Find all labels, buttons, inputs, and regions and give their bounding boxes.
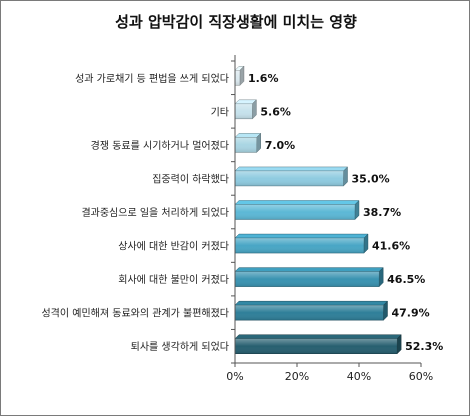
bar-group: 47.9% 성격이 예민해져 동료와의 관계가 불편해졌다 xyxy=(41,300,430,321)
bar-group: 7.0% 경쟁 동료를 시기하거나 멀어졌다 xyxy=(91,132,296,153)
bar-group: 52.3% 퇴사를 생각하게 되었다 xyxy=(131,334,443,355)
category-label: 성격이 예민해져 동료와의 관계가 불편해졌다 xyxy=(41,307,229,320)
bar-group: 38.7% 결과중심으로 일을 처리하게 되었다 xyxy=(81,199,401,221)
bar-highlight xyxy=(235,137,257,153)
bar-highlight xyxy=(235,70,240,86)
bar-highlight xyxy=(235,238,364,254)
bar-top-face xyxy=(234,200,360,205)
bar-highlight xyxy=(235,204,355,220)
category-label: 경쟁 동료를 시기하거나 멀어졌다 xyxy=(91,139,229,152)
value-label: 41.6% xyxy=(372,240,410,253)
category-label: 회사에 대한 불만이 커졌다 xyxy=(118,273,229,286)
category-label: 기타 xyxy=(211,106,229,118)
bar-highlight xyxy=(235,103,253,119)
bar-top-face xyxy=(234,267,384,272)
bar-highlight xyxy=(235,271,380,287)
category-label: 상사에 대한 반감이 커졌다 xyxy=(118,240,229,253)
bar-group: 1.6% 성과 가로채기 등 편법을 쓰게 되었다 xyxy=(75,65,279,86)
category-label: 성과 가로채기 등 편법을 쓰게 되었다 xyxy=(75,73,229,85)
category-label: 결과중심으로 일을 처리하게 되었다 xyxy=(81,206,229,219)
bar-group: 41.6% 상사에 대한 반감이 커졌다 xyxy=(118,233,410,254)
x-tick-label: 0% xyxy=(226,370,243,383)
category-label: 퇴사를 생각하게 되었다 xyxy=(131,340,229,353)
axis-layer: 0% 20% 40% 60% xyxy=(226,55,433,383)
bar-highlight xyxy=(235,305,384,321)
value-label: 52.3% xyxy=(405,340,443,353)
x-tick-label: 40% xyxy=(347,370,371,383)
bar-highlight xyxy=(235,170,344,186)
x-tick-label: 20% xyxy=(285,370,309,383)
value-label: 7.0% xyxy=(265,139,296,152)
bar-group: 46.5% 회사에 대한 불만이 커졌다 xyxy=(118,267,425,288)
bars-layer: 1.6% 성과 가로채기 등 편법을 쓰게 되었다 5.6% 기타 7.0% 경쟁 동료를… xyxy=(41,65,443,355)
chart-title: 성과 압박감이 직장생활에 미치는 영향 xyxy=(115,13,357,31)
category-label: 집중력이 하락했다 xyxy=(152,172,229,185)
value-label: 38.7% xyxy=(363,206,401,219)
bar-top-face xyxy=(234,300,389,306)
value-label: 47.9% xyxy=(391,307,429,320)
bar-group: 5.6% 기타 xyxy=(211,99,291,120)
value-label: 46.5% xyxy=(387,273,425,286)
bar-top-face xyxy=(234,166,349,172)
value-label: 35.0% xyxy=(352,172,390,185)
bar-top-face xyxy=(234,334,402,339)
bar-top-face xyxy=(234,133,262,138)
bar-group: 35.0% 집중력이 하락했다 xyxy=(152,166,390,187)
bar-top-face xyxy=(234,233,369,239)
x-tick-label: 60% xyxy=(409,370,433,383)
value-label: 1.6% xyxy=(248,72,279,85)
value-label: 5.6% xyxy=(260,105,291,118)
bar-highlight xyxy=(235,338,398,354)
